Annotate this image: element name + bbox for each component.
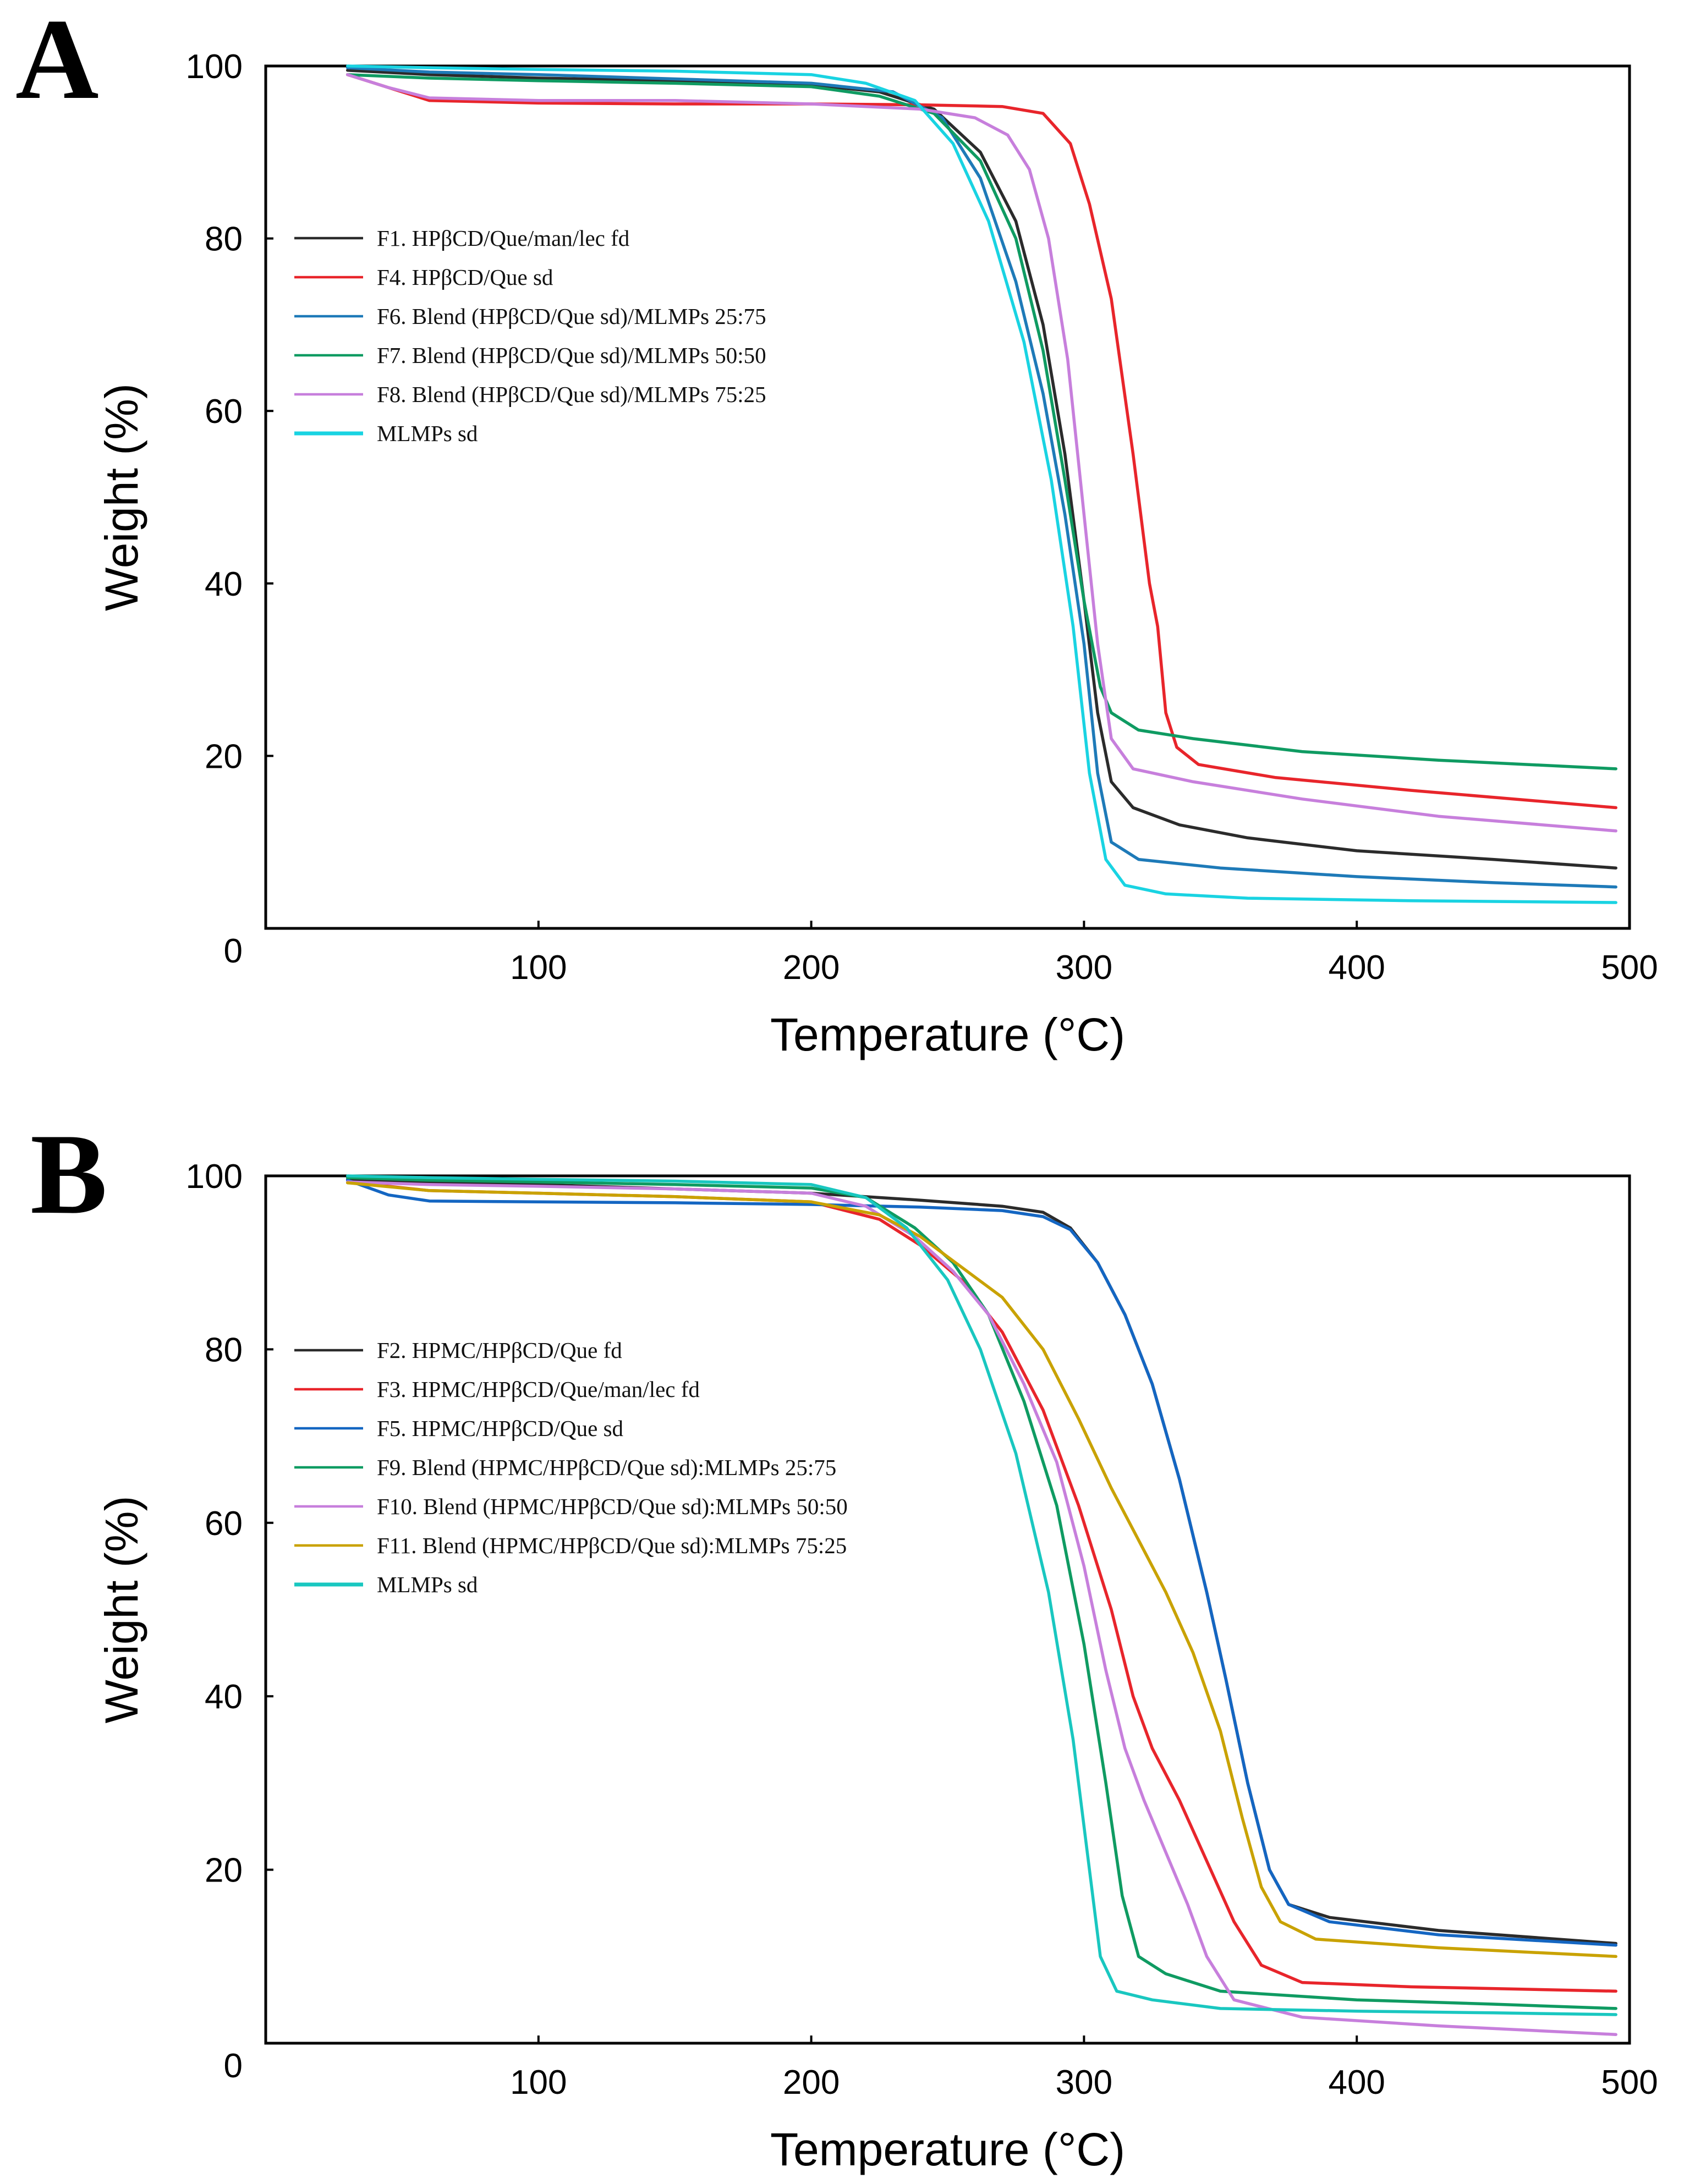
panel-letter: A: [15, 0, 99, 123]
y-tick-label: 100: [186, 1158, 243, 1196]
x-tick-label: 500: [1601, 2064, 1658, 2102]
series-line-3: [345, 66, 1617, 889]
x-tick-label: 200: [783, 2064, 840, 2102]
x-axis-title: Temperature (°C): [770, 1009, 1125, 1060]
y-axis-title: Weight (%): [96, 1496, 147, 1724]
series-line-1: [345, 1178, 1617, 1945]
x-tick-label: 400: [1328, 949, 1385, 987]
plot-frame: [264, 64, 1631, 930]
series-line-1: [345, 69, 1617, 870]
legend-label: F10. Blend (HPMC/HPβCD/Que sd):MLMPs 50:…: [377, 1494, 848, 1519]
legend-label: MLMPs sd: [377, 421, 478, 446]
series-line-5: [345, 73, 1617, 833]
legend-label: MLMPs sd: [377, 1572, 478, 1597]
legend-label: F3. HPMC/HPβCD/Que/man/lec fd: [377, 1377, 700, 1402]
series-line-6: [345, 1181, 1617, 1959]
y-tick-label: 20: [205, 738, 243, 775]
legend-label: F6. Blend (HPβCD/Que sd)/MLMPs 25:75: [377, 304, 766, 329]
y-tick-label: 80: [205, 1331, 243, 1369]
y-tick-label: 40: [205, 565, 243, 603]
origin-label: 0: [224, 932, 243, 970]
series-line-4: [345, 1176, 1617, 2010]
y-tick-label: 60: [205, 393, 243, 431]
legend-label: F1. HPβCD/Que/man/lec fd: [377, 225, 629, 251]
x-tick-label: 500: [1601, 949, 1658, 987]
series-line-7: [345, 1174, 1617, 2016]
legend: F2. HPMC/HPβCD/Que fd F3. HPMC/HPβCD/Que/…: [294, 1338, 848, 1597]
x-tick-label: 300: [1056, 949, 1112, 987]
legend-label: F7. Blend (HPβCD/Que sd)/MLMPs 50:50: [377, 343, 766, 368]
legend: F1. HPβCD/Que/man/lec fd F4. HPβCD/Que sd…: [294, 225, 766, 446]
origin-label: 0: [224, 2047, 243, 2085]
y-tick-label: 80: [205, 221, 243, 258]
panel-letter: B: [30, 1110, 107, 1238]
plot-frame: [264, 1174, 1631, 2045]
x-tick-label: 400: [1328, 2064, 1385, 2102]
panel-b: B 100 200 300 400 500 20 40 60 80 100 0 Temperature …: [30, 1110, 1658, 2175]
x-tick-label: 100: [510, 949, 567, 987]
legend-label: F2. HPMC/HPβCD/Que fd: [377, 1338, 622, 1363]
y-tick-label: 20: [205, 1852, 243, 1890]
series-line-4: [345, 73, 1617, 771]
legend-label: F4. HPβCD/Que sd: [377, 265, 553, 290]
x-tick-label: 300: [1056, 2064, 1112, 2102]
y-tick-label: 40: [205, 1678, 243, 1716]
series-line-5: [345, 1180, 1617, 2036]
legend-label: F8. Blend (HPβCD/Que sd)/MLMPs 75:25: [377, 382, 766, 407]
series-line-3: [345, 1179, 1617, 1947]
y-tick-label: 100: [186, 48, 243, 86]
x-tick-label: 100: [510, 2064, 567, 2102]
y-tick-label: 60: [205, 1505, 243, 1543]
y-axis-title: Weight (%): [96, 383, 147, 611]
series-line-6: [345, 64, 1617, 904]
legend-label: F11. Blend (HPMC/HPβCD/Que sd):MLMPs 75:…: [377, 1533, 847, 1558]
legend-label: F9. Blend (HPMC/HPβCD/Que sd):MLMPs 25:7…: [377, 1455, 836, 1480]
legend-label: F5. HPMC/HPβCD/Que sd: [377, 1416, 623, 1441]
x-axis-title: Temperature (°C): [770, 2124, 1125, 2175]
x-tick-label: 200: [783, 949, 840, 987]
series-line-2: [345, 73, 1617, 810]
panel-a: A 100 200 300 400 500 20 40 60 80 100 0 Temperature …: [15, 0, 1658, 1060]
